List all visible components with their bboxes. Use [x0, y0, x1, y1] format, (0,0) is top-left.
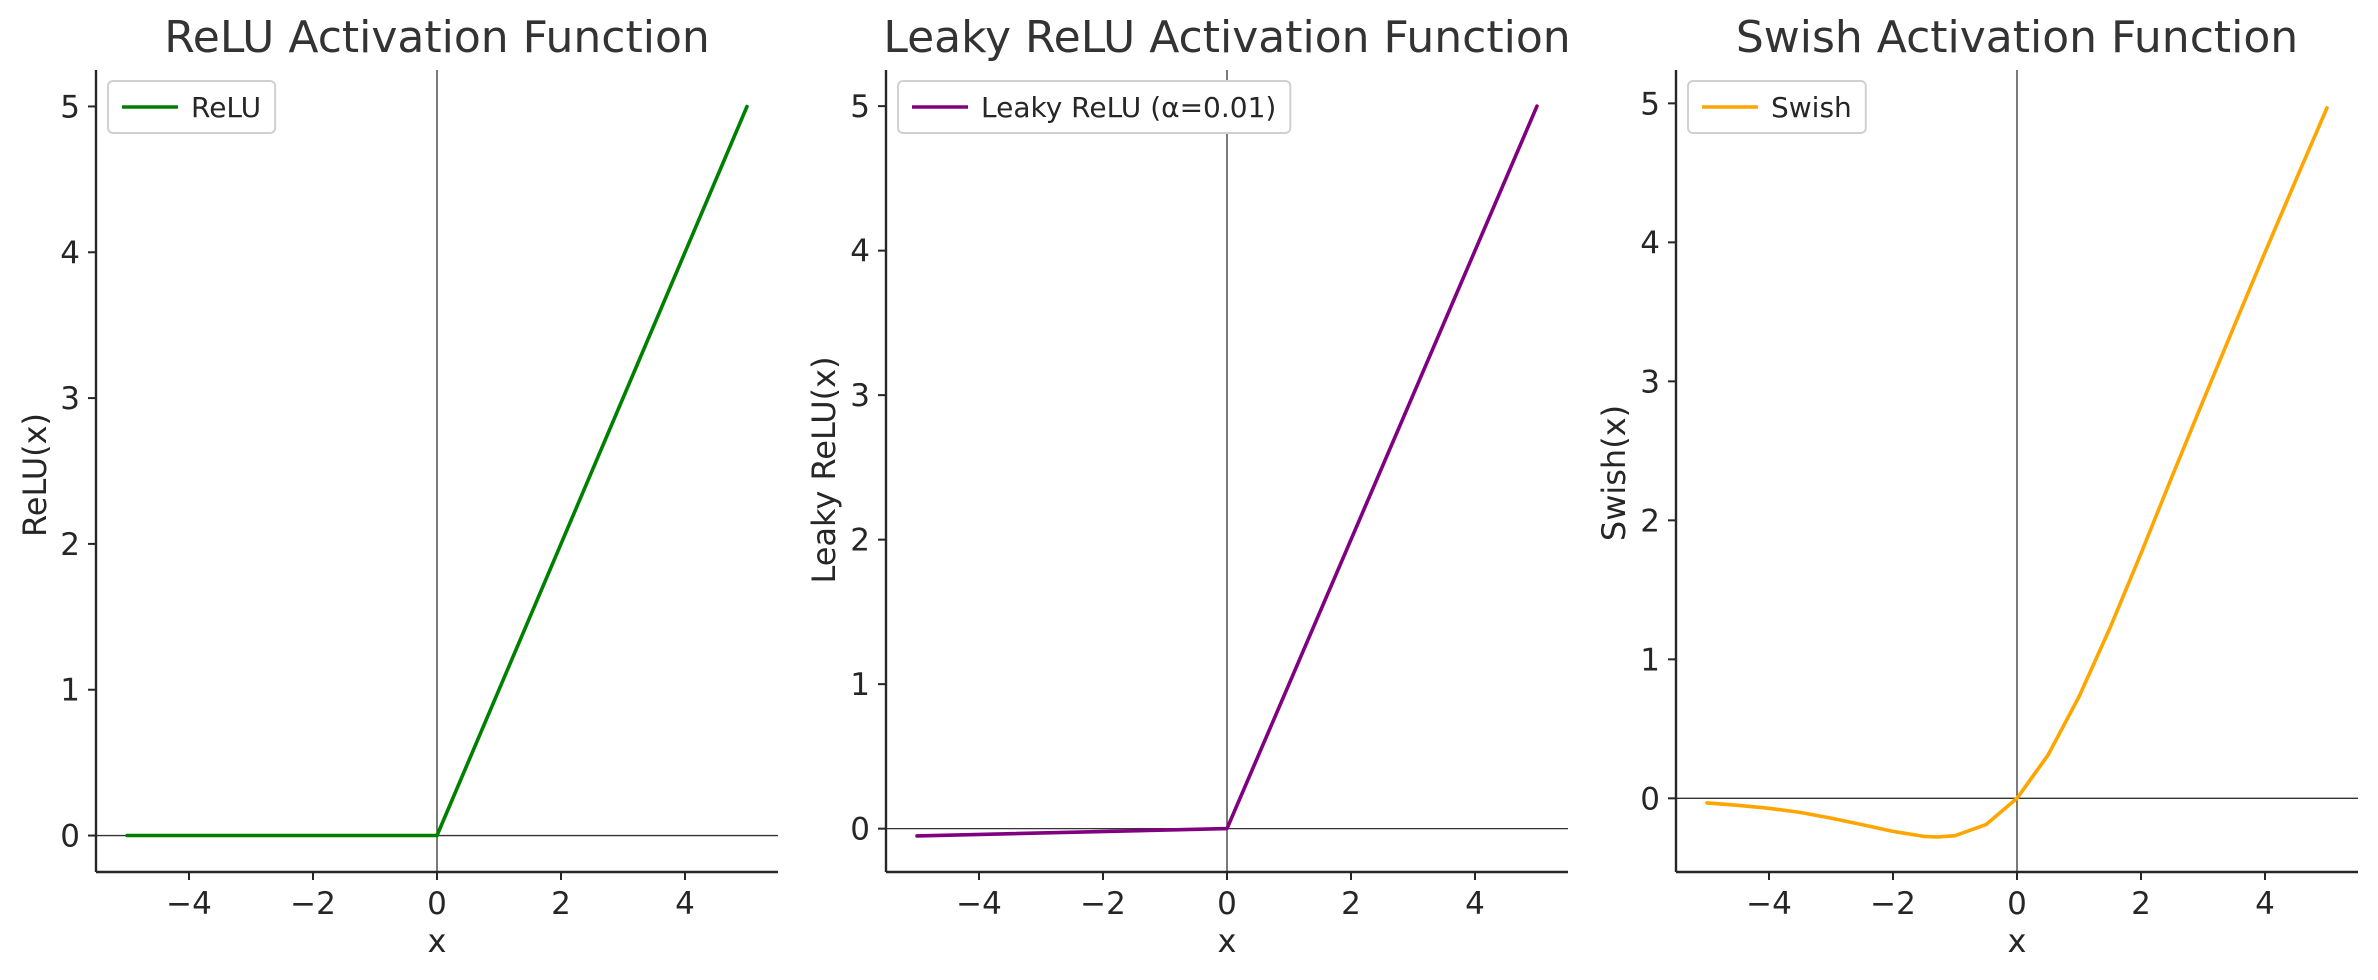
relu-x-axis-label: x	[428, 922, 447, 960]
swish-y-tick-label: 4	[1640, 225, 1660, 261]
leaky-relu-y-tick-label: 5	[850, 89, 870, 125]
leaky-relu-y-tick-label: 4	[850, 234, 870, 270]
leaky-relu-legend: Leaky ReLU (α=0.01)	[897, 80, 1292, 134]
leaky-relu-x-tick-label: −2	[1080, 886, 1126, 922]
relu-x-tick-label: 2	[551, 886, 571, 922]
leaky-relu-x-tick-label: 0	[1217, 886, 1237, 922]
relu-y-tick-label: 4	[60, 235, 80, 271]
leaky-relu-y-axis-label: Leaky ReLU(x)	[805, 356, 843, 583]
swish-legend-label: Swish	[1771, 91, 1852, 124]
relu-y-tick-label: 3	[60, 381, 80, 417]
leaky-relu-y-tick-label: 1	[850, 667, 870, 703]
relu-series-line	[125, 104, 749, 838]
relu-chart-title: ReLU Activation Function	[164, 12, 710, 63]
swish-y-axis-label: Swish(x)	[1595, 405, 1633, 541]
relu-x-tick-label: −2	[290, 886, 336, 922]
swish-series-line	[1705, 106, 2329, 839]
swish-chart-title: Swish Activation Function	[1736, 12, 2298, 63]
swish-y-tick-label: 0	[1640, 781, 1660, 817]
leaky-relu-x-tick-label: −4	[956, 886, 1002, 922]
leaky-relu-legend-label: Leaky ReLU (α=0.01)	[981, 91, 1276, 124]
relu-x-tick-label: −4	[166, 886, 212, 922]
swish-x-axis-label: x	[2008, 922, 2027, 960]
leaky-relu-series-line	[915, 104, 1539, 838]
leaky-relu-chart-panel: Leaky ReLU Activation Function x Leaky R…	[805, 12, 1571, 960]
swish-y-tick-label: 5	[1640, 86, 1660, 122]
swish-legend: Swish	[1687, 80, 1867, 134]
relu-legend: ReLU	[107, 80, 277, 134]
leaky-relu-x-tick-label: 2	[1341, 886, 1361, 922]
swish-legend-box	[1687, 80, 1867, 134]
leaky-relu-x-tick-label: 4	[1465, 886, 1485, 922]
relu-y-tick-label: 5	[60, 89, 80, 125]
swish-x-tick-label: 2	[2131, 886, 2151, 922]
swish-y-tick-label: 3	[1640, 364, 1660, 400]
leaky-relu-y-tick-label: 2	[850, 523, 870, 559]
leaky-relu-chart-title: Leaky ReLU Activation Function	[883, 12, 1570, 63]
relu-x-tick-label: 4	[675, 886, 695, 922]
relu-legend-label: ReLU	[191, 91, 261, 124]
swish-chart-panel: Swish Activation Function x Swish(x) −4 −…	[1595, 12, 2358, 960]
leaky-relu-legend-box	[897, 80, 1292, 134]
swish-x-tick-label: 4	[2255, 886, 2275, 922]
relu-legend-box	[107, 80, 277, 134]
relu-y-tick-label: 1	[60, 673, 80, 709]
leaky-relu-x-axis-label: x	[1218, 922, 1237, 960]
swish-x-tick-label: 0	[2007, 886, 2027, 922]
swish-y-tick-label: 2	[1640, 503, 1660, 539]
relu-chart-panel: ReLU Activation Function x ReLU(x) −4 −2 0…	[16, 12, 778, 960]
relu-y-tick-label: 2	[60, 527, 80, 563]
relu-y-axis-label: ReLU(x)	[16, 413, 54, 537]
swish-x-tick-label: −2	[1870, 886, 1916, 922]
leaky-relu-y-tick-label: 3	[850, 378, 870, 414]
swish-y-tick-label: 1	[1640, 642, 1660, 678]
swish-x-tick-label: −4	[1746, 886, 1792, 922]
leaky-relu-y-tick-label: 0	[850, 812, 870, 848]
relu-x-tick-label: 0	[427, 886, 447, 922]
relu-y-tick-label: 0	[60, 819, 80, 855]
